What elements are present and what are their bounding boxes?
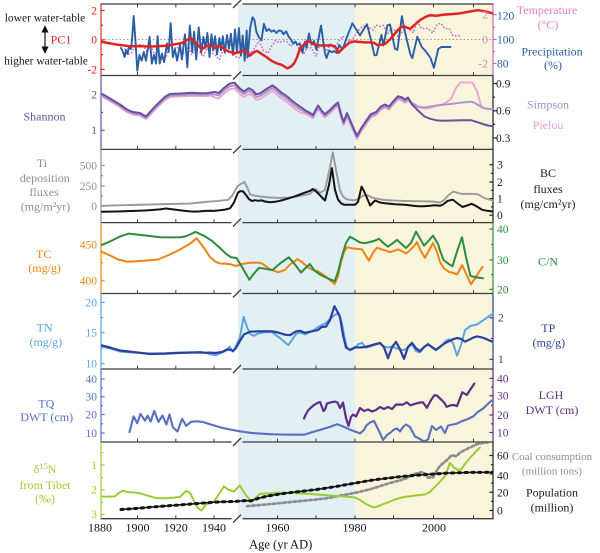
- svg-text:1880: 1880: [88, 521, 112, 535]
- svg-text:C/N: C/N: [538, 255, 558, 269]
- svg-text:450: 450: [80, 240, 98, 252]
- svg-text:BC: BC: [540, 166, 556, 180]
- svg-text:deposition: deposition: [20, 171, 70, 185]
- svg-text:10: 10: [86, 359, 98, 371]
- svg-text:(°C): (°C): [538, 18, 559, 32]
- svg-text:2: 2: [91, 89, 97, 101]
- svg-text:100: 100: [497, 34, 515, 46]
- svg-text:0: 0: [91, 201, 97, 213]
- svg-text:30: 30: [86, 392, 98, 404]
- svg-text:0: 0: [482, 34, 488, 46]
- svg-text:TP: TP: [541, 321, 555, 335]
- svg-text:-2: -2: [87, 64, 97, 76]
- svg-text:TQ: TQ: [38, 396, 54, 410]
- svg-text:(million): (million): [531, 500, 574, 514]
- svg-text:lower water-table: lower water-table: [5, 13, 86, 25]
- svg-text:20: 20: [86, 409, 98, 421]
- svg-text:3: 3: [91, 509, 97, 521]
- svg-text:from Tibet: from Tibet: [19, 478, 71, 492]
- svg-text:DWT (cm): DWT (cm): [20, 410, 73, 424]
- svg-text:20: 20: [86, 297, 98, 309]
- svg-text:80: 80: [497, 58, 509, 70]
- svg-text:Ti: Ti: [37, 156, 48, 170]
- svg-text:Pielou: Pielou: [533, 118, 564, 132]
- svg-text:-2: -2: [478, 58, 488, 70]
- svg-text:2: 2: [497, 177, 503, 189]
- svg-text:2000: 2000: [422, 521, 446, 535]
- svg-text:(mg/m²yr): (mg/m²yr): [21, 200, 71, 214]
- svg-text:PC1: PC1: [51, 32, 72, 46]
- svg-text:0: 0: [497, 505, 503, 517]
- svg-text:Population: Population: [526, 485, 578, 499]
- svg-text:30: 30: [497, 255, 509, 267]
- svg-text:higher water-table: higher water-table: [4, 56, 88, 68]
- svg-text:1: 1: [91, 125, 97, 137]
- svg-text:20: 20: [497, 284, 509, 296]
- svg-text:(mg/g): (mg/g): [532, 336, 565, 350]
- svg-text:0.9: 0.9: [496, 78, 511, 90]
- svg-text:(mg/g): (mg/g): [29, 335, 62, 349]
- svg-text:1920: 1920: [164, 521, 188, 535]
- svg-text:40: 40: [497, 373, 509, 385]
- svg-text:(mg/cm²yr): (mg/cm²yr): [521, 197, 576, 211]
- svg-text:TC: TC: [36, 247, 51, 261]
- svg-text:DWT (cm): DWT (cm): [526, 403, 579, 417]
- svg-text:TN: TN: [37, 320, 53, 334]
- svg-text:10: 10: [497, 427, 509, 439]
- svg-text:(%): (%): [544, 58, 562, 72]
- svg-text:Precipitation: Precipitation: [521, 45, 582, 59]
- svg-text:0.6: 0.6: [496, 106, 511, 118]
- svg-text:Simpson: Simpson: [527, 98, 569, 112]
- svg-text:Temperature: Temperature: [517, 3, 577, 17]
- svg-text:(million tons): (million tons): [522, 465, 583, 477]
- svg-text:1940: 1940: [202, 521, 226, 535]
- svg-text:Coal consumption: Coal consumption: [512, 451, 593, 463]
- svg-text:0: 0: [91, 35, 97, 47]
- svg-text:0: 0: [497, 210, 503, 222]
- svg-text:2: 2: [498, 313, 504, 325]
- svg-text:400: 400: [80, 276, 98, 288]
- svg-text:250: 250: [80, 181, 98, 193]
- svg-text:40: 40: [86, 374, 98, 386]
- svg-text:1980: 1980: [343, 521, 367, 535]
- svg-text:Age (yr AD): Age (yr AD): [249, 538, 312, 552]
- svg-text:1: 1: [91, 460, 97, 472]
- svg-text:2: 2: [91, 5, 97, 17]
- svg-text:20: 20: [497, 487, 509, 499]
- svg-text:20: 20: [497, 410, 509, 422]
- svg-text:LGH: LGH: [539, 388, 564, 402]
- svg-text:60: 60: [497, 450, 509, 462]
- svg-text:0.3: 0.3: [496, 133, 511, 145]
- svg-text:1: 1: [498, 354, 504, 366]
- svg-text:fluxes: fluxes: [29, 185, 59, 199]
- svg-text:2: 2: [91, 485, 97, 497]
- svg-text:1960: 1960: [266, 521, 290, 535]
- svg-text:10: 10: [86, 428, 98, 440]
- svg-text:30: 30: [497, 391, 509, 403]
- svg-text:(‰): (‰): [35, 492, 55, 506]
- svg-text:(mg/g): (mg/g): [28, 261, 61, 275]
- svg-text:40: 40: [497, 224, 509, 236]
- svg-text:500: 500: [80, 160, 98, 172]
- svg-text:2: 2: [482, 10, 488, 22]
- svg-text:Shannon: Shannon: [24, 109, 66, 123]
- svg-text:1900: 1900: [126, 521, 150, 535]
- svg-text:40: 40: [497, 470, 509, 482]
- svg-text:3: 3: [497, 160, 503, 172]
- svg-text:fluxes: fluxes: [533, 182, 563, 196]
- svg-text:15: 15: [86, 328, 98, 340]
- svg-text:120: 120: [497, 10, 515, 22]
- svg-text:1: 1: [497, 194, 503, 206]
